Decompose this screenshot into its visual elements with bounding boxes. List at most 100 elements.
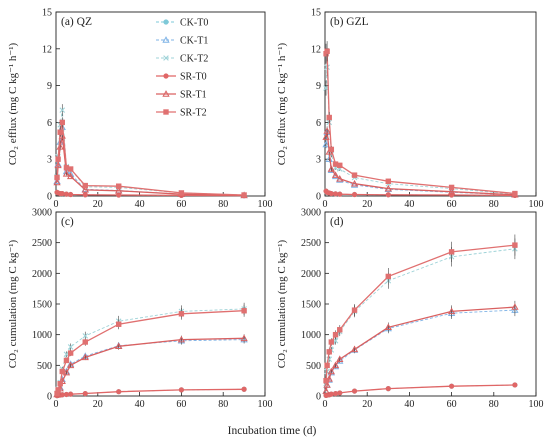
plot-frame: [55, 11, 266, 197]
series-line: [325, 309, 515, 392]
y-tick-label: 12: [42, 44, 52, 55]
series-sr-t0: [323, 382, 518, 398]
data-point: [178, 311, 185, 317]
x-tick-label: 20: [362, 199, 372, 210]
data-point: [116, 321, 122, 327]
data-point: [116, 183, 122, 189]
data-point: [68, 191, 74, 198]
x-tick-label: 60: [447, 399, 457, 410]
legend-label: CK-T1: [180, 36, 208, 47]
data-point: [328, 146, 335, 153]
x-tick-label: 80: [218, 399, 228, 410]
legend-marker: [162, 90, 170, 97]
data-point: [322, 133, 330, 140]
data-point: [66, 172, 75, 180]
x-tick-label: 40: [404, 199, 414, 210]
data-point: [337, 327, 343, 333]
data-point: [327, 368, 335, 376]
series-ck-t1: [53, 335, 248, 397]
data-point: [448, 184, 455, 191]
legend-label: SR-T0: [180, 72, 207, 83]
y-tick-label: 9: [47, 81, 52, 92]
data-point: [350, 181, 359, 188]
y-tick-label: 0: [47, 392, 52, 403]
x-tick-label: 0: [323, 199, 328, 210]
data-point: [351, 307, 358, 313]
y-tick-label: 2500: [32, 238, 52, 249]
y-tick-label: 9: [316, 81, 321, 92]
data-point: [384, 184, 392, 192]
data-point: [337, 390, 343, 396]
y-axis-label: CO₂ cumulation (mg C kg⁻¹): [7, 239, 19, 368]
panel-label: (a) QZ: [61, 16, 92, 28]
data-point: [66, 361, 75, 369]
x-tick-label: 60: [447, 199, 457, 210]
y-tick-label: 1500: [32, 300, 52, 311]
series-line: [56, 110, 245, 196]
x-tick-label: 0: [54, 399, 59, 410]
x-tick-label: 80: [218, 199, 228, 210]
plot-frame: [324, 11, 537, 197]
data-point: [57, 381, 63, 387]
data-point: [385, 192, 391, 198]
y-tick-label: 0: [316, 392, 321, 403]
legend: CK-T0 CK-T1 CK-T2 SR-T0 SR-T1 SR-T2: [156, 18, 208, 119]
y-tick-label: 0: [47, 192, 52, 203]
data-point: [337, 191, 343, 197]
x-tick-label: 80: [489, 399, 499, 410]
data-point: [116, 389, 122, 395]
x-tick-label: 80: [489, 199, 499, 210]
chart-panel-a: 0 20 40 60 80 100 0 3 6 9 12 15 CO₂ efflux (mg C kg⁻…: [7, 8, 273, 211]
x-tick-label: 0: [323, 399, 328, 410]
data-point: [323, 381, 331, 388]
data-point: [322, 387, 330, 394]
data-point: [327, 165, 335, 172]
x-tick-label: 40: [135, 199, 145, 210]
y-axis-label: CO₂ cumulation (mg C kg⁻¹): [276, 239, 288, 368]
legend-marker: [163, 73, 169, 79]
data-point: [323, 127, 331, 134]
y-tick-label: 2000: [32, 269, 52, 280]
data-point: [326, 114, 332, 121]
legend-marker: [163, 55, 169, 61]
series-line: [56, 310, 245, 394]
panel-label: (c): [61, 216, 74, 228]
data-point: [332, 191, 339, 197]
data-point: [241, 192, 247, 198]
data-point: [385, 386, 391, 392]
x-tick-label: 100: [258, 399, 273, 410]
data-point: [448, 249, 455, 255]
data-point: [385, 178, 391, 184]
series-line: [325, 51, 515, 195]
data-point: [178, 190, 185, 196]
data-point: [62, 368, 71, 376]
legend-label: CK-T0: [180, 18, 208, 29]
data-point: [115, 342, 123, 350]
data-point: [336, 174, 344, 182]
data-point: [326, 349, 332, 355]
data-point: [240, 334, 248, 342]
x-tick-label: 40: [404, 399, 414, 410]
y-tick-label: 3000: [301, 208, 321, 219]
chart-panel-b: 0 20 40 60 80 100 0 3 6 9 12 15 CO₂ efflux (mg C kg⁻…: [276, 8, 544, 211]
series-sr-t2: [54, 117, 247, 198]
data-point: [177, 335, 186, 343]
x-tick-label: 20: [362, 399, 372, 410]
panel-label: (d): [330, 216, 344, 228]
chart-panel-d: 0 20 40 60 80 100050010001500200025003000CO₂ …: [276, 208, 544, 411]
x-tick-label: 0: [54, 199, 59, 210]
data-point: [328, 391, 334, 397]
y-tick-label: 3000: [32, 208, 52, 219]
data-point: [384, 323, 392, 331]
data-point: [512, 382, 518, 388]
data-point: [63, 357, 70, 364]
data-point: [336, 355, 344, 362]
x-axis-label: Incubation time (d): [228, 425, 317, 437]
y-tick-label: 6: [316, 118, 321, 129]
data-point: [447, 307, 456, 315]
y-tick-label: 12: [311, 44, 321, 55]
data-point: [67, 344, 74, 350]
x-tick-label: 60: [176, 199, 186, 210]
series-line: [56, 339, 245, 395]
